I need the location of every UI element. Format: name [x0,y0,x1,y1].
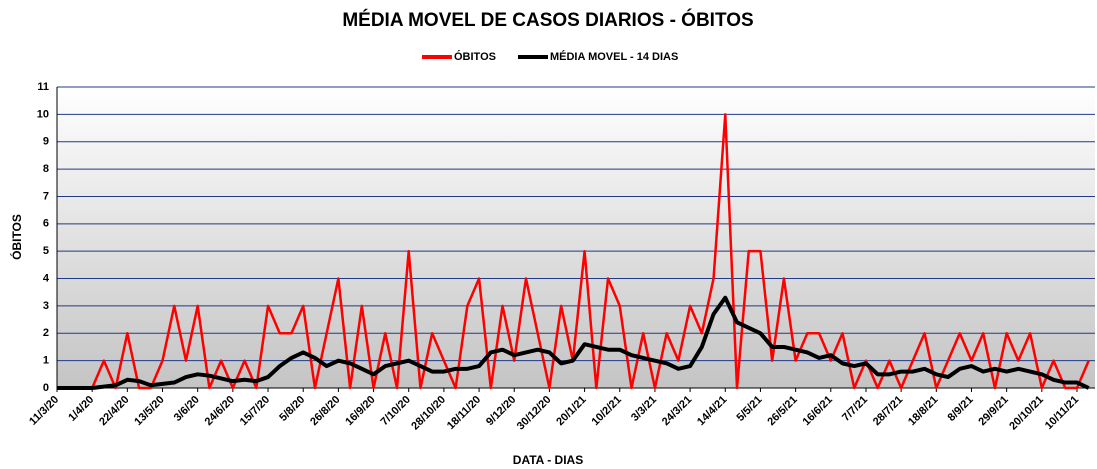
x-tick-label: 18/8/21 [906,394,940,428]
x-tick-label: 16/9/20 [343,394,377,428]
x-tick-label: 28/7/21 [871,394,905,428]
x-tick-label: 28/10/20 [409,394,448,433]
y-tick-label: 1 [43,355,49,367]
x-tick-label: 30/12/20 [515,394,554,433]
x-tick-label: 26/8/20 [308,394,342,428]
y-tick-label: 8 [43,163,49,175]
x-tick-label: 1/4/20 [66,394,96,424]
x-tick-label: 10/2/21 [589,394,623,428]
x-tick-label: 11/3/20 [27,394,61,428]
x-tick-label: 18/11/20 [445,394,483,432]
y-tick-label: 4 [43,272,50,284]
x-tick-label: 10/11/21 [1043,394,1081,432]
x-tick-label: 22/4/20 [97,394,131,428]
legend-label: MÉDIA MOVEL - 14 DIAS [550,50,678,63]
x-tick-label: 20/10/21 [1007,394,1046,433]
y-tick-label: 3 [43,300,49,312]
x-tick-label: 5/8/20 [277,394,307,424]
y-tick-label: 5 [43,245,49,257]
y-tick-label: 9 [43,136,49,148]
x-tick-label: 20/1/21 [554,394,588,428]
x-tick-label: 29/9/21 [976,394,1010,428]
x-tick-label: 24/3/21 [660,394,694,428]
x-tick-label: 13/5/20 [132,394,166,428]
x-tick-label: 7/10/20 [378,394,412,428]
x-tick-label: 14/4/21 [695,394,729,428]
x-tick-label: 9/12/20 [484,394,518,428]
x-tick-label: 7/7/21 [840,394,870,424]
x-tick-label: 5/5/21 [735,394,765,424]
y-tick-label: 0 [43,382,49,394]
y-tick-label: 7 [43,190,49,202]
y-tick-label: 11 [37,81,49,93]
legend-label: ÓBITOS [454,50,496,63]
x-tick-label: 24/6/20 [203,394,237,428]
x-tick-label: 3/3/21 [629,394,659,424]
y-tick-label: 6 [43,218,49,230]
x-tick-label: 3/6/20 [172,394,202,424]
y-tick-label: 2 [43,327,49,339]
chart-title: MÉDIA MOVEL DE CASOS DIARIOS - ÓBITOS [342,9,753,31]
legend: ÓBITOS MÉDIA MOVEL - 14 DIAS [422,50,678,63]
x-tick-label: 16/6/21 [801,394,835,428]
series-line [57,295,1090,390]
y-tick-label: 10 [37,108,49,120]
y-axis-label: ÓBITOS [9,214,24,260]
x-axis-label: DATA - DIAS [513,453,583,467]
x-tick-label: 8/9/21 [946,394,976,424]
x-tick-label: 26/5/21 [765,394,799,428]
x-tick-label: 15/7/20 [238,394,272,428]
